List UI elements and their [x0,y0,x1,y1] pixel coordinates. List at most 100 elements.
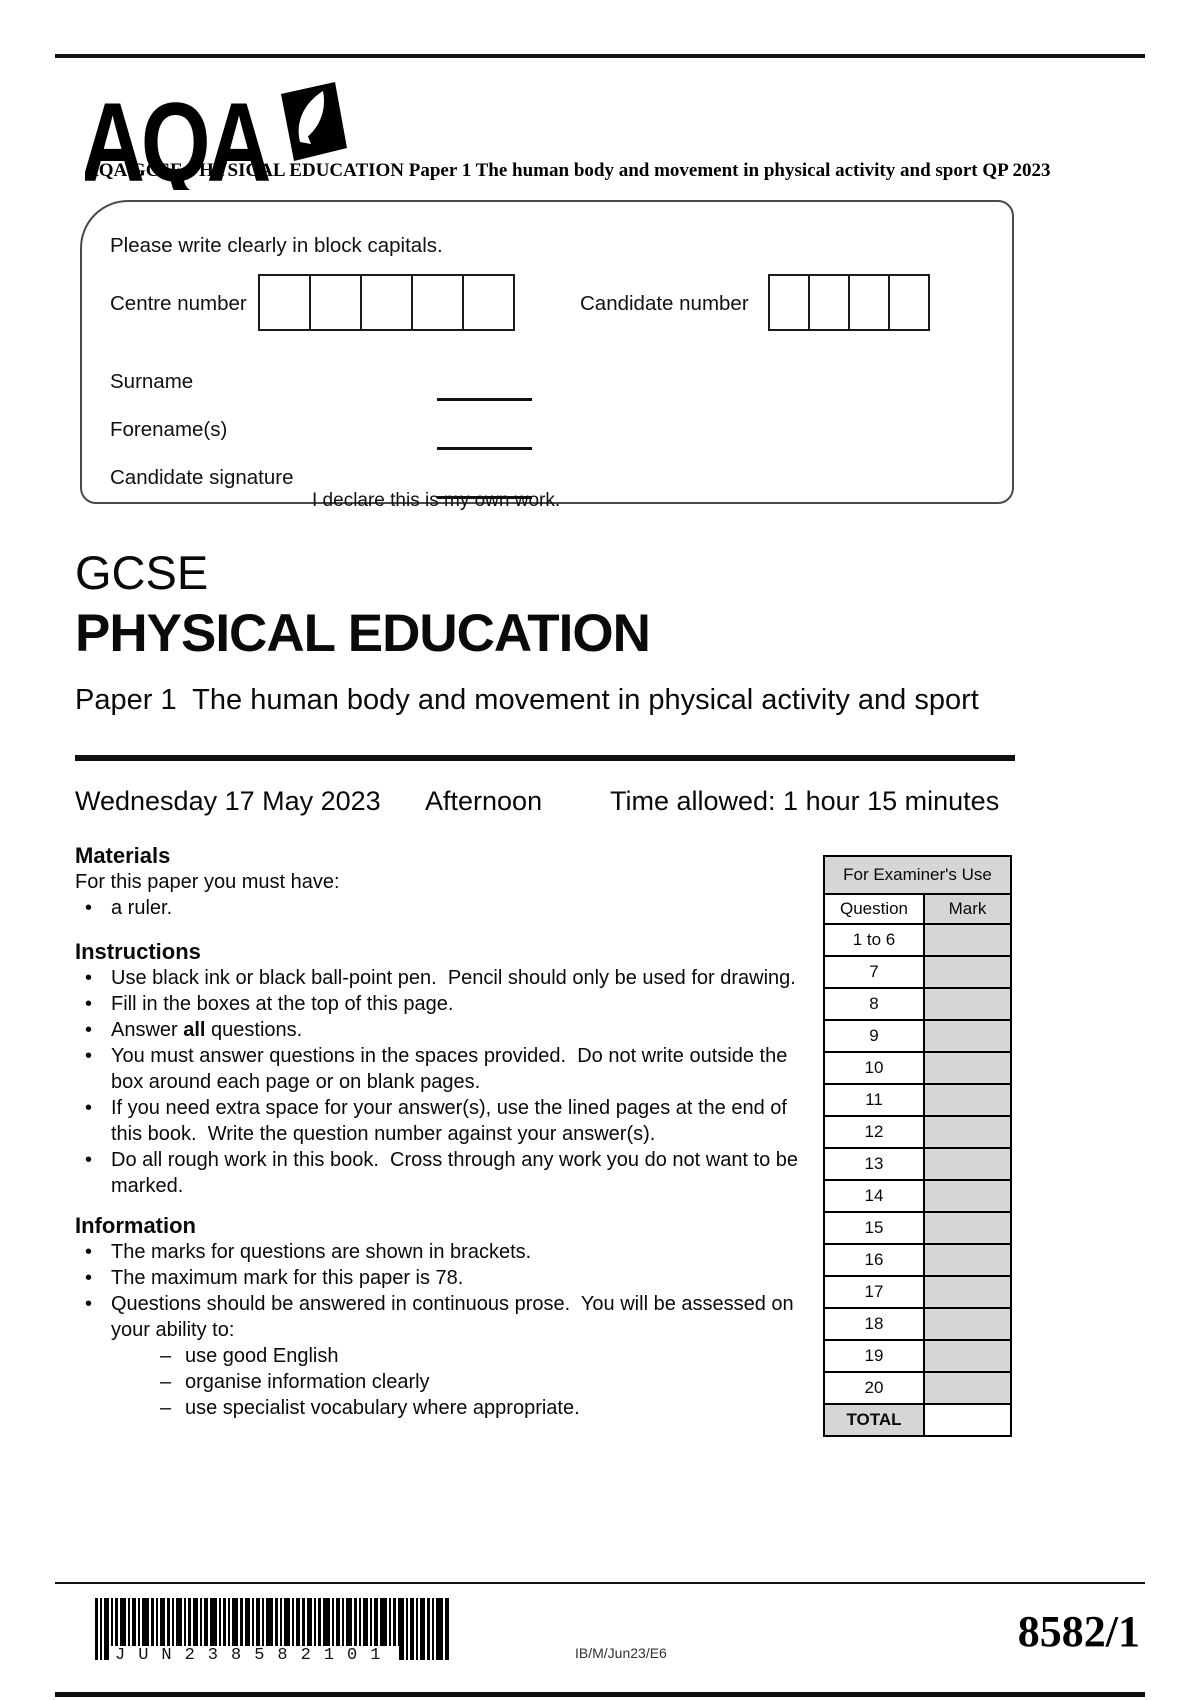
course-title-line: AQA GCSE PHYSICAL EDUCATION Paper 1 The … [85,160,1051,181]
materials-item: • a ruler. [85,897,173,919]
information-sub-list: – use good English – organise information c… [111,1343,799,1421]
number-entry-cell[interactable] [360,274,413,331]
question-cell: 8 [823,987,925,1021]
information-sub-item: – use good English [160,1345,339,1367]
bullet-marker: • [85,993,93,1015]
centre-number-cells [258,274,515,331]
mark-cell[interactable] [923,1211,1012,1245]
number-entry-cell[interactable] [808,274,850,331]
question-cell: 11 [823,1083,925,1117]
bullet-marker: • [85,1241,93,1263]
mark-cell[interactable] [923,1147,1012,1181]
table-row: 8 [823,987,1012,1021]
table-row-total: TOTAL [823,1403,1012,1437]
examiner-table-title: For Examiner's Use [823,855,1012,895]
information-sub-item: – use specialist vocabulary where appropr… [160,1397,580,1419]
question-cell: 12 [823,1115,925,1149]
instruction-item: • Use black ink or black ball-point pen. … [85,967,796,989]
table-row: 18 [823,1307,1012,1341]
number-entry-cell[interactable] [258,274,311,331]
number-entry-cell[interactable] [848,274,890,331]
subject-title: PHYSICAL EDUCATION [75,604,651,663]
bullet-marker: – [160,1371,172,1393]
mark-cell[interactable] [923,1019,1012,1053]
bullet-marker: • [85,1149,93,1171]
mark-cell[interactable] [923,1339,1012,1373]
bullet-marker: • [85,1097,93,1119]
table-row: 19 [823,1339,1012,1373]
candidate-number-label: Candidate number [580,292,749,315]
exam-session: Afternoon [425,786,543,816]
question-column-header: Question [823,893,925,925]
table-row: 15 [823,1211,1012,1245]
signature-label: Candidate signature [110,466,294,489]
question-cell: 18 [823,1307,925,1341]
footer-divider [55,1582,1145,1584]
table-row: 13 [823,1147,1012,1181]
mark-cell[interactable] [923,1371,1012,1405]
candidate-details-box: Please write clearly in block capitals. … [80,200,1014,511]
question-cell: 10 [823,1051,925,1085]
bullet-marker: • [85,967,93,989]
table-row: 1 to 6 [823,923,1012,957]
mark-cell[interactable] [923,1051,1012,1085]
barcode: JUN238582101 [95,1598,455,1688]
bullet-marker: • [85,1019,93,1041]
question-cell: 13 [823,1147,925,1181]
aqa-logo-icon: AQA [85,81,347,190]
forename-write-line[interactable] [437,447,532,450]
bullet-marker: • [85,1293,93,1315]
mark-cell[interactable] [923,955,1012,989]
surname-label: Surname [110,370,194,393]
mark-cell[interactable] [923,1083,1012,1117]
top-divider [55,54,1145,58]
mark-cell[interactable] [923,1307,1012,1341]
mark-cell[interactable] [923,1243,1012,1277]
instructions-heading: Instructions [75,939,201,964]
materials-heading: Materials [75,843,171,868]
mark-cell[interactable] [923,1179,1012,1213]
table-row: 11 [823,1083,1012,1117]
surname-write-line[interactable] [437,398,532,401]
mark-cell[interactable] [923,1275,1012,1309]
mark-column-header: Mark [923,893,1012,925]
instructions-list: • Use black ink or black ball-point pen. … [75,965,799,1199]
barcode-text: JUN238582101 [109,1646,400,1665]
publication-ref: IB/M/Jun23/E6 [575,1645,667,1661]
question-cell: 9 [823,1019,925,1053]
question-cell: 19 [823,1339,925,1373]
table-row: 10 [823,1051,1012,1085]
number-entry-cell[interactable] [309,274,362,331]
total-mark-cell[interactable] [923,1403,1012,1437]
question-cell: 14 [823,1179,925,1213]
mark-cell[interactable] [923,987,1012,1021]
centre-number-label: Centre number [110,292,247,315]
number-entry-cell[interactable] [462,274,515,331]
mark-cell[interactable] [923,923,1012,957]
candidate-number-cells [768,274,930,331]
front-matter: Materials For this paper you must have: … [75,843,799,1421]
signature-write-line[interactable] [437,496,532,499]
information-heading: Information [75,1213,196,1238]
table-row: 9 [823,1019,1012,1053]
exam-date: Wednesday 17 May 2023 [75,786,381,816]
instruction-item: • Fill in the boxes at the top of this pa… [85,993,454,1015]
declaration-text: I declare this is my own work. [312,490,561,511]
qualification-title: GCSE [75,546,209,599]
bottom-divider [55,1692,1145,1697]
mark-cell[interactable] [923,1115,1012,1149]
table-row: 12 [823,1115,1012,1149]
information-item: • Questions should be answered in continu… [85,1293,800,1421]
question-cell: 17 [823,1275,925,1309]
bullet-marker: • [85,1045,93,1067]
information-sub-item: – organise information clearly [160,1371,430,1393]
number-entry-cell[interactable] [888,274,930,331]
number-entry-cell[interactable] [768,274,810,331]
forename-label: Forename(s) [110,418,228,441]
number-entry-cell[interactable] [411,274,464,331]
time-allowed: Time allowed: 1 hour 15 minutes [610,786,1000,816]
bullet-marker: • [85,1267,93,1289]
materials-intro: For this paper you must have: [75,871,340,893]
